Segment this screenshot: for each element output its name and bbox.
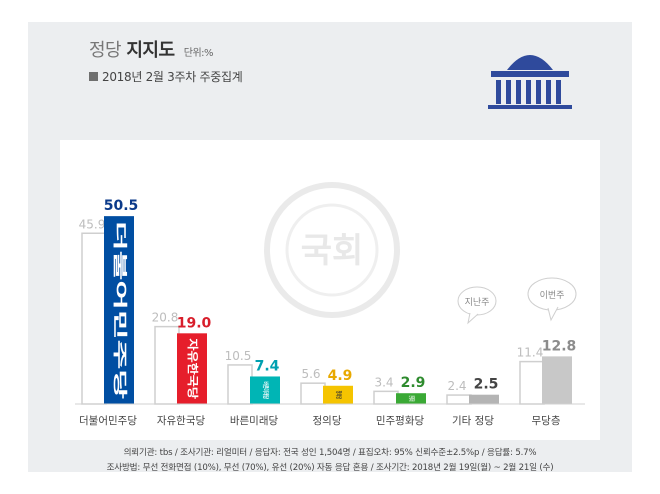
bubble-prev-text: 지난주 xyxy=(465,297,490,308)
category-label-4: 민주평화당 xyxy=(376,415,425,427)
footer-line-2: 조사방법: 무선 전화면접 (10%), 무선 (70%), 유선 (20%) … xyxy=(106,463,554,473)
period-text: 2018년 2월 3주차 주중집계 xyxy=(102,70,243,84)
value-label-curr-5: 2.5 xyxy=(474,377,499,393)
value-label-curr-6: 12.8 xyxy=(542,338,577,354)
title-prefix: 정당 xyxy=(89,40,122,61)
value-label-prev-5: 2.4 xyxy=(447,379,466,393)
footer-line-1: 의뢰기관: tbs / 조사기관: 리얼미터 / 응답자: 전국 성인 1,50… xyxy=(123,448,537,458)
bar-prev-5 xyxy=(446,394,472,405)
bar-logo-3: 정의당 xyxy=(335,391,343,399)
bubble-curr: 이번주 xyxy=(527,277,577,322)
category-label-2: 바른미래당 xyxy=(230,415,279,427)
value-label-curr-2: 7.4 xyxy=(255,358,280,374)
bar-prev-4 xyxy=(373,390,399,405)
bar-curr-6 xyxy=(542,356,572,404)
bar-curr-5 xyxy=(469,394,499,404)
bar-curr-0 xyxy=(104,216,134,404)
title-bold: 지지도 xyxy=(126,40,175,61)
value-label-curr-0: 50.5 xyxy=(104,198,139,214)
bubble-curr-text: 이번주 xyxy=(540,290,565,301)
watermark-text: 국회 xyxy=(301,231,364,271)
value-label-prev-2: 10.5 xyxy=(225,349,252,363)
category-label-1: 자유한국당 xyxy=(157,415,206,427)
bar-logo-4: 민주평화당 xyxy=(408,396,416,402)
period-label: 2018년 2월 3주차 주중집계 xyxy=(89,68,243,85)
national-assembly-icon xyxy=(488,50,572,109)
category-label-3: 정의당 xyxy=(313,415,342,427)
value-label-curr-4: 2.9 xyxy=(401,375,426,391)
bar-logo-0: 더불어민주당 xyxy=(111,221,128,399)
square-bullet-icon xyxy=(89,72,98,81)
bar-prev-2 xyxy=(227,364,253,405)
bar-curr-3 xyxy=(323,385,353,404)
value-label-prev-0: 45.9 xyxy=(79,217,106,231)
category-label-5: 기타 정당 xyxy=(452,415,494,427)
assembly-seal-watermark: 국회 xyxy=(264,182,400,318)
unit-label: 단위:% xyxy=(183,48,214,59)
value-label-prev-4: 3.4 xyxy=(374,375,393,389)
bar-prev-1 xyxy=(154,325,180,405)
value-label-prev-3: 5.6 xyxy=(301,367,320,381)
bar-prev-0 xyxy=(81,232,107,405)
category-label-0: 더불어민주당 xyxy=(79,415,137,427)
category-label-6: 무당층 xyxy=(532,415,561,427)
value-label-curr-3: 4.9 xyxy=(328,368,353,384)
bar-logo-1: 자유한국당 xyxy=(186,338,200,399)
bar-logo-2: 바른미래당 xyxy=(262,381,270,399)
bar-prev-6 xyxy=(519,360,545,405)
bar-curr-1 xyxy=(177,333,207,404)
bubble-prev: 지난주 xyxy=(457,286,497,325)
value-label-prev-1: 20.8 xyxy=(152,311,179,325)
value-label-prev-6: 11.4 xyxy=(517,346,544,360)
bar-curr-2 xyxy=(250,376,280,404)
value-label-curr-1: 19.0 xyxy=(177,315,212,331)
bar-prev-3 xyxy=(300,382,326,405)
bar-curr-4 xyxy=(396,393,426,404)
chart-title: 정당 지지도 단위:% xyxy=(89,36,214,62)
